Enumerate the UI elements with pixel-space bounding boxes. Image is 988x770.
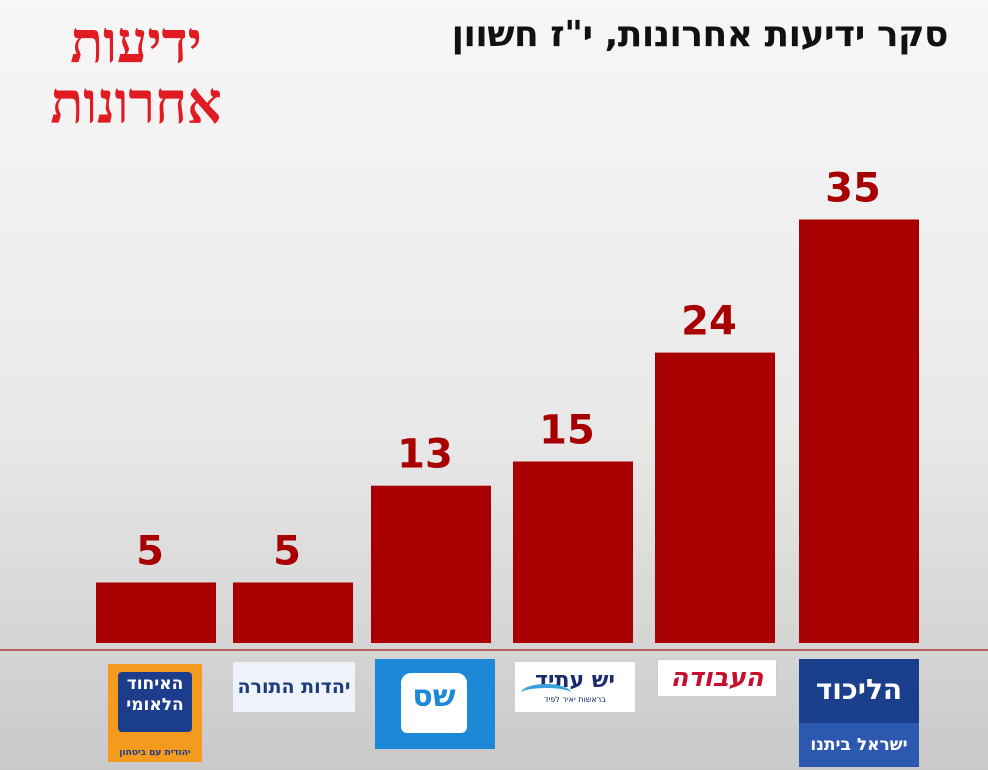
flag-icon (118, 672, 192, 732)
utj-logo: יהדות התורה (233, 662, 355, 712)
bar-5 (655, 352, 775, 643)
value-label-3: 13 (397, 432, 453, 478)
yesh-atid-logo-subtext: בראשות יאיר לפיד (544, 695, 606, 704)
utj-logo-text: יהדות התורה (237, 676, 351, 698)
bar-3 (371, 485, 491, 643)
value-label-1: 5 (136, 529, 164, 575)
chart-title: סקר ידיעות אחרונות, י"ז חשוון (451, 14, 949, 55)
national-union-logo: האיחוד הלאומי יהודית עם ביטחון (108, 664, 202, 762)
swoosh-icon (521, 684, 571, 702)
bar-4 (513, 461, 633, 643)
yesh-atid-logo: יש עתיד בראשות יאיר לפיד (515, 662, 635, 712)
national-union-logo-text: האיחוד הלאומי (126, 674, 184, 715)
value-label-4: 15 (539, 408, 595, 454)
bar-1 (96, 582, 216, 643)
bar-2 (233, 582, 353, 643)
bar-6 (799, 219, 919, 643)
labor-logo: העבודה (657, 659, 777, 697)
value-label-2: 5 (273, 529, 301, 575)
shas-logo: שס (375, 659, 495, 749)
labor-logo-text: העבודה (670, 663, 764, 693)
likud-logo: הליכוד ישראל ביתנו (799, 659, 919, 767)
book-icon (401, 673, 467, 733)
value-label-5: 24 (681, 299, 737, 345)
shas-logo-text: שס (412, 679, 456, 714)
newspaper-masthead: ידיעות אחרונות (50, 7, 222, 137)
likud-logo-text: הליכוד (815, 673, 903, 706)
national-union-logo-subtext: יהודית עם ביטחון (119, 748, 191, 758)
likud-logo-subtext: ישראל ביתנו (799, 723, 919, 767)
value-label-6: 35 (825, 166, 881, 212)
